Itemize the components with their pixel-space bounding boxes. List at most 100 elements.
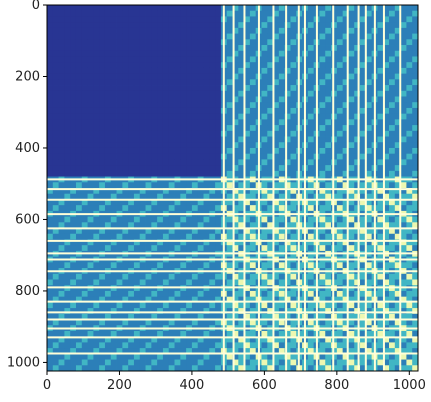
heatmap-cell <box>151 50 158 57</box>
heatmap-cell <box>133 239 141 246</box>
heatmap-cell <box>261 136 268 143</box>
heatmap-cell <box>412 33 419 40</box>
heatmap-cell <box>151 188 158 195</box>
heatmap-cell <box>290 85 297 92</box>
heatmap-cell <box>186 130 193 137</box>
heatmap-cell <box>261 130 268 137</box>
heatmap-cell <box>307 273 315 280</box>
heatmap-cell <box>110 302 117 309</box>
heatmap-cell <box>238 205 245 212</box>
heatmap-cell <box>412 319 419 326</box>
heatmap-cell <box>336 22 344 29</box>
heatmap-cell <box>197 67 204 75</box>
heatmap-cell <box>122 22 129 29</box>
heatmap-cell <box>93 188 100 195</box>
heatmap-cell <box>191 302 199 309</box>
heatmap-cell <box>394 130 402 137</box>
heatmap-cell <box>348 153 355 160</box>
heatmap-cell <box>244 159 251 166</box>
heatmap-cell <box>186 170 193 177</box>
heatmap-cell <box>400 308 407 315</box>
heatmap-cell <box>273 296 280 303</box>
heatmap-cell <box>122 359 129 366</box>
heatmap-cell <box>336 216 344 223</box>
heatmap-cell <box>128 16 135 23</box>
heatmap-cell <box>99 342 106 349</box>
heatmap-cell <box>336 113 344 120</box>
heatmap-cell <box>197 233 204 240</box>
heatmap-cell <box>99 153 106 160</box>
heatmap-cell <box>412 199 419 206</box>
heatmap-cell <box>70 159 77 166</box>
heatmap-cell <box>64 279 71 286</box>
heatmap-cell <box>145 147 152 155</box>
heatmap-cell <box>186 85 193 92</box>
heatmap-cell <box>151 222 158 229</box>
heatmap-cell <box>354 22 361 29</box>
heatmap-cell <box>99 222 106 229</box>
heatmap-cell <box>58 313 65 320</box>
heatmap-cell <box>394 85 402 92</box>
heatmap-cell <box>203 222 210 229</box>
heatmap-cell <box>116 365 123 372</box>
heatmap-cell <box>139 239 146 246</box>
heatmap-cell <box>412 262 419 269</box>
heatmap-cell <box>215 228 222 235</box>
heatmap-cell <box>261 182 268 189</box>
heatmap-cell <box>336 136 344 143</box>
heatmap-cell <box>122 147 129 155</box>
heatmap-cell <box>157 342 164 349</box>
heatmap-cell <box>180 16 187 23</box>
heatmap-cell <box>342 85 349 92</box>
heatmap-cell <box>99 170 106 177</box>
heatmap-cell <box>377 73 384 80</box>
heatmap-cell <box>377 125 384 132</box>
heatmap-cell <box>110 199 117 206</box>
heatmap-cell <box>64 147 71 155</box>
heatmap-cell <box>267 365 274 372</box>
heatmap-cell <box>383 79 390 86</box>
heatmap-cell <box>70 102 77 109</box>
heatmap-cell <box>203 90 210 97</box>
heatmap-cell <box>87 165 94 172</box>
heatmap-cell <box>52 153 59 160</box>
heatmap-cell <box>249 290 257 298</box>
heatmap-cell <box>290 239 297 246</box>
heatmap-cell <box>238 22 245 29</box>
heatmap-cell <box>267 353 274 360</box>
heatmap-cell <box>348 313 355 320</box>
heatmap-cell <box>360 136 367 143</box>
heatmap-cell <box>93 199 100 206</box>
heatmap-cell <box>93 222 100 229</box>
heatmap-cell <box>52 199 59 206</box>
heatmap-cell <box>191 182 199 189</box>
heatmap-cell <box>157 262 164 269</box>
heatmap-cell <box>87 182 94 189</box>
heatmap-cell <box>232 296 239 303</box>
heatmap-cell <box>87 336 94 343</box>
heatmap-cell <box>342 330 349 338</box>
heatmap-cell <box>290 359 297 366</box>
heatmap-cell <box>139 302 146 309</box>
heatmap-cell <box>412 22 419 29</box>
heatmap-cell <box>215 73 222 80</box>
heatmap-cell <box>365 199 373 206</box>
heatmap-cell <box>365 33 373 40</box>
heatmap-cell <box>273 336 280 343</box>
heatmap-cell <box>104 313 112 320</box>
heatmap-cell <box>139 222 146 229</box>
heatmap-cell <box>139 10 146 17</box>
heatmap-cell <box>325 39 332 46</box>
heatmap-cell <box>377 39 384 46</box>
heatmap-cell <box>244 308 251 315</box>
heatmap-cell <box>139 279 146 286</box>
heatmap-cell <box>139 353 146 360</box>
heatmap-cell <box>406 228 413 235</box>
heatmap-cell <box>261 205 268 212</box>
heatmap-cell <box>394 233 402 240</box>
heatmap-cell <box>354 153 361 160</box>
heatmap-cell <box>168 147 175 155</box>
heatmap-cell <box>394 199 402 206</box>
heatmap-cell <box>174 90 181 97</box>
heatmap-cell <box>244 222 251 229</box>
